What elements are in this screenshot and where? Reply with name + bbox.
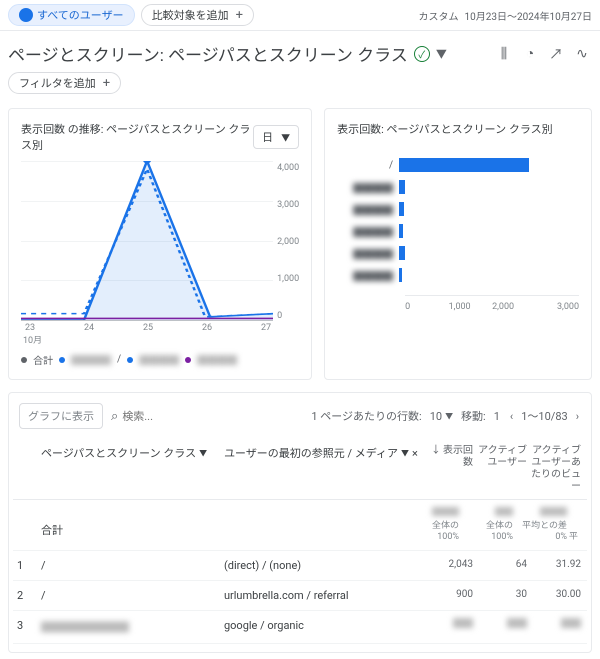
explore-icon[interactable]: ◔ [520,44,540,64]
bar-chart-plot: / ████ ████ ████ ████ ████ [337,155,579,295]
page-range: 1～10/83 [521,408,567,424]
all-users-pill[interactable]: すべてのユーザー [8,4,135,26]
bar-x-axis: 01,0002,0003,000 [405,302,579,312]
share-icon[interactable]: ↗ [546,44,566,64]
plus-icon: + [103,76,110,91]
date-range[interactable]: 10月23日～2024年10月27日 [465,8,592,23]
x-month: 10月 [23,333,299,346]
plus-icon: + [236,8,243,23]
add-compare-pill[interactable]: 比較対象を追加+ [141,4,254,26]
line-chart-plot [21,161,273,321]
chart-legend: 合計 ████ / ████ ████ [21,352,299,367]
chevron-down-icon[interactable]: ▼ [436,46,447,62]
custom-label: カスタム [419,8,459,23]
check-icon: ✓ [414,46,430,62]
bar-chart-card: 表示回数: ページパスとスクリーン クラス別 / ████ ████ ████ … [324,108,592,380]
line-chart-title: 表示回数 の推移: ページパスとスクリーン クラス別 [21,121,253,153]
search-icon: ⌕ [111,409,118,424]
col-page-dropdown[interactable]: ページパスとスクリーン クラス ▼ [41,445,207,461]
rows-per-page-select[interactable]: 10▼ [430,410,453,423]
next-page[interactable]: › [574,410,581,423]
line-chart-card: 表示回数 の推移: ページパスとスクリーン クラス別 日▼ 4,0003,000… [8,108,312,380]
search-box[interactable]: ⌕ [111,409,303,424]
interval-selector[interactable]: 日▼ [253,125,299,149]
table-row[interactable]: 1 / (direct) / (none) 2,043 64 31.92 [13,551,587,581]
show-in-chart-button[interactable]: グラフに表示 [19,403,103,429]
table-row[interactable]: 3 ████████ google / organic ██ ██ ██ [13,611,587,644]
col-users[interactable]: アクティブ ユーザー [475,445,529,493]
page-title: ページとスクリーン: ページパスとスクリーン クラス [8,41,408,66]
prev-page[interactable]: ‹ [508,410,515,423]
goto-value[interactable]: 1 [494,410,500,423]
customize-icon[interactable]: ⫼ [494,44,514,64]
search-input[interactable] [122,410,202,423]
rows-per-page-label: 1 ページあたりの行数: [311,408,421,424]
col-views[interactable]: ↓表示回数 [421,445,475,493]
totals-row: 合計 ███全体の 100% ██全体の 100% ███平均との差 0% 平 [13,500,587,551]
table-header: ページパスとスクリーン クラス ▼ ユーザーの最初の参照元 / メディア ▼ ×… [13,439,587,500]
insights-icon[interactable]: ∿ [572,44,592,64]
add-filter-pill[interactable]: フィルタを追加+ [8,72,121,94]
y-axis: 4,0003,0002,0001,0000 [277,161,299,321]
data-table-card: グラフに表示 ⌕ 1 ページあたりの行数: 10▼ 移動: 1 ‹ 1～10/8… [8,392,592,653]
col-source-dropdown[interactable]: ユーザーの最初の参照元 / メディア ▼ × [224,445,418,461]
x-axis: 2324252627 [25,323,299,333]
goto-label: 移動: [461,408,486,424]
col-views-per[interactable]: アクティブ ユーザーあたりのビュー [529,445,583,493]
table-row[interactable]: 2 / urlumbrella.com / referral 900 30 30… [13,581,587,611]
bar-chart-title: 表示回数: ページパスとスクリーン クラス別 [337,121,579,137]
